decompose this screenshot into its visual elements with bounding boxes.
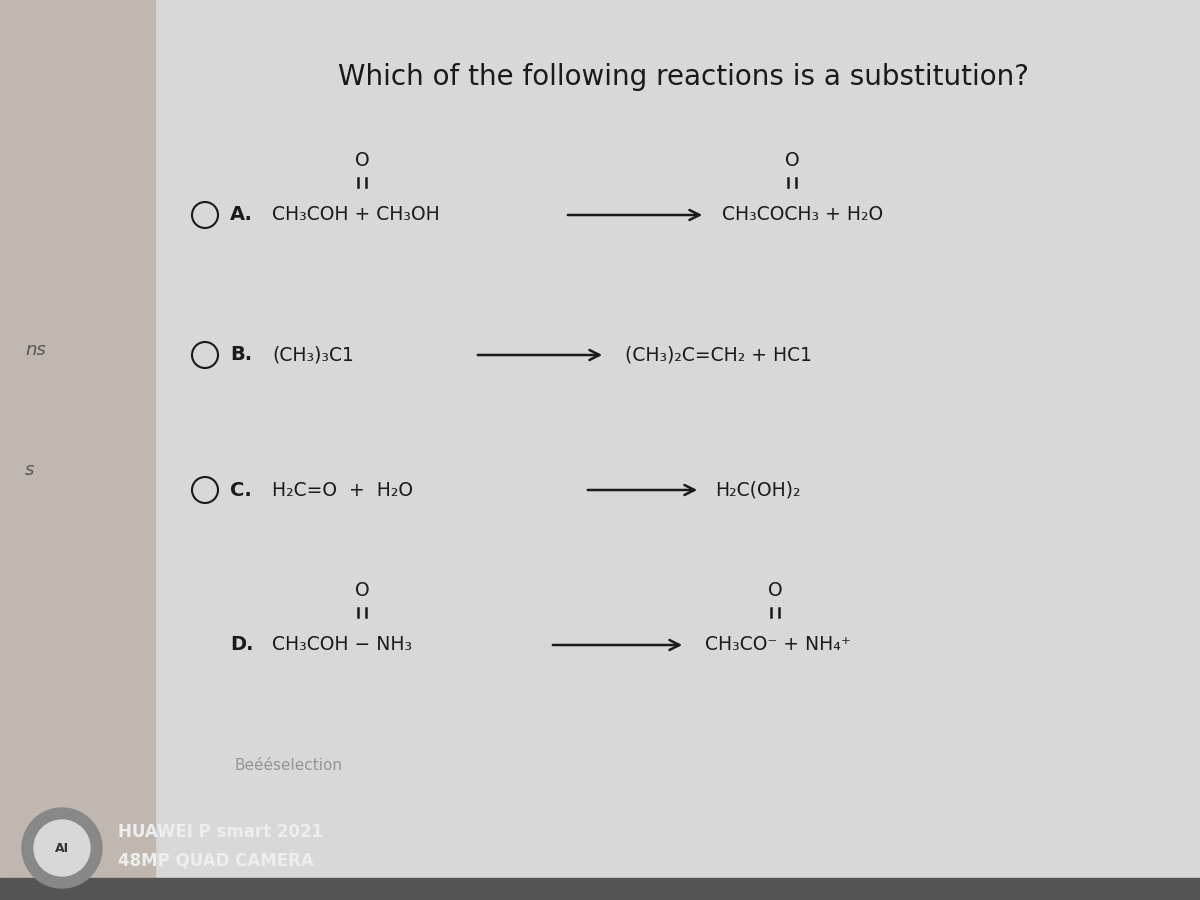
Text: H₂C=O  +  H₂O: H₂C=O + H₂O (272, 481, 413, 500)
Text: AI: AI (55, 842, 70, 854)
Text: s: s (25, 461, 35, 479)
Text: Beééselection: Beééselection (235, 758, 343, 772)
Text: Which of the following reactions is a substitution?: Which of the following reactions is a su… (338, 63, 1030, 91)
Text: CH₃COH + CH₃OH: CH₃COH + CH₃OH (272, 205, 439, 224)
Text: 48MP QUAD CAMERA: 48MP QUAD CAMERA (118, 851, 313, 869)
Text: O: O (768, 580, 782, 599)
Text: D.: D. (230, 635, 253, 654)
Text: A.: A. (230, 205, 253, 224)
Bar (0, 878, 1200, 900)
Text: CH₃CO⁻ + NH₄⁺: CH₃CO⁻ + NH₄⁺ (706, 635, 851, 654)
Text: O: O (355, 580, 370, 599)
Text: H₂C(OH)₂: H₂C(OH)₂ (715, 481, 800, 500)
Text: ns: ns (25, 341, 46, 359)
Text: CH₃COH − NH₃: CH₃COH − NH₃ (272, 635, 412, 654)
Text: C.: C. (230, 481, 252, 500)
Text: (CH₃)₂C=CH₂ + HC1: (CH₃)₂C=CH₂ + HC1 (625, 346, 812, 365)
Text: B.: B. (230, 346, 252, 365)
Bar (0, 0, 155, 900)
Text: (CH₃)₃C1: (CH₃)₃C1 (272, 346, 354, 365)
Text: O: O (785, 150, 799, 169)
Circle shape (22, 808, 102, 888)
Text: CH₃COCH₃ + H₂O: CH₃COCH₃ + H₂O (722, 205, 883, 224)
Circle shape (34, 820, 90, 876)
Text: HUAWEI P smart 2021: HUAWEI P smart 2021 (118, 823, 323, 841)
Text: O: O (355, 150, 370, 169)
